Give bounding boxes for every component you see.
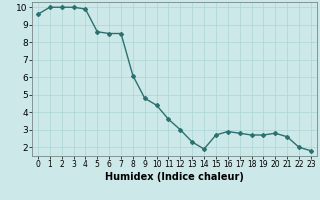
X-axis label: Humidex (Indice chaleur): Humidex (Indice chaleur): [105, 172, 244, 182]
